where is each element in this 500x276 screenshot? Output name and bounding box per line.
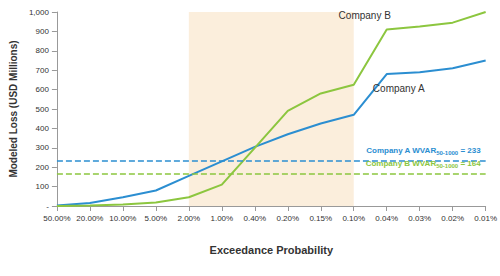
svg-text:500: 500 [36, 105, 50, 114]
svg-text:Company A WVAR: Company A WVAR [366, 146, 436, 155]
svg-text:-: - [46, 202, 49, 211]
svg-text:Company B WVAR: Company B WVAR [366, 159, 437, 168]
svg-text:1.00%: 1.00% [210, 214, 233, 223]
svg-text:0.02%: 0.02% [441, 214, 464, 223]
svg-text:Exceedance Probability: Exceedance Probability [210, 244, 334, 256]
svg-text:50-1000: 50-1000 [436, 163, 459, 169]
svg-text:50.00%: 50.00% [43, 214, 70, 223]
svg-text:20.00%: 20.00% [76, 214, 103, 223]
svg-text:100: 100 [36, 182, 50, 191]
svg-text:200: 200 [36, 163, 50, 172]
svg-text:0.03%: 0.03% [408, 214, 431, 223]
svg-text:700: 700 [36, 66, 50, 75]
svg-text:2.00%: 2.00% [177, 214, 200, 223]
svg-text:= 233: = 233 [458, 146, 481, 155]
svg-text:300: 300 [36, 143, 50, 152]
svg-text:800: 800 [36, 46, 50, 55]
svg-text:Company A: Company A [373, 83, 425, 94]
svg-text:Modeled Loss (USD Millions): Modeled Loss (USD Millions) [8, 40, 19, 177]
svg-text:5.00%: 5.00% [145, 214, 168, 223]
svg-text:900: 900 [36, 27, 50, 36]
svg-text:0.20%: 0.20% [276, 214, 299, 223]
svg-text:600: 600 [36, 85, 50, 94]
svg-text:= 164: = 164 [458, 159, 481, 168]
svg-text:0.15%: 0.15% [309, 214, 332, 223]
svg-text:10.00%: 10.00% [109, 214, 136, 223]
svg-text:1,000: 1,000 [29, 8, 50, 17]
svg-text:0.04%: 0.04% [375, 214, 398, 223]
svg-text:0.40%: 0.40% [243, 214, 266, 223]
svg-text:0.10%: 0.10% [342, 214, 365, 223]
svg-text:50-1000: 50-1000 [436, 150, 459, 156]
svg-text:400: 400 [36, 124, 50, 133]
svg-text:0.01%: 0.01% [474, 214, 497, 223]
svg-text:Company B: Company B [339, 10, 392, 21]
